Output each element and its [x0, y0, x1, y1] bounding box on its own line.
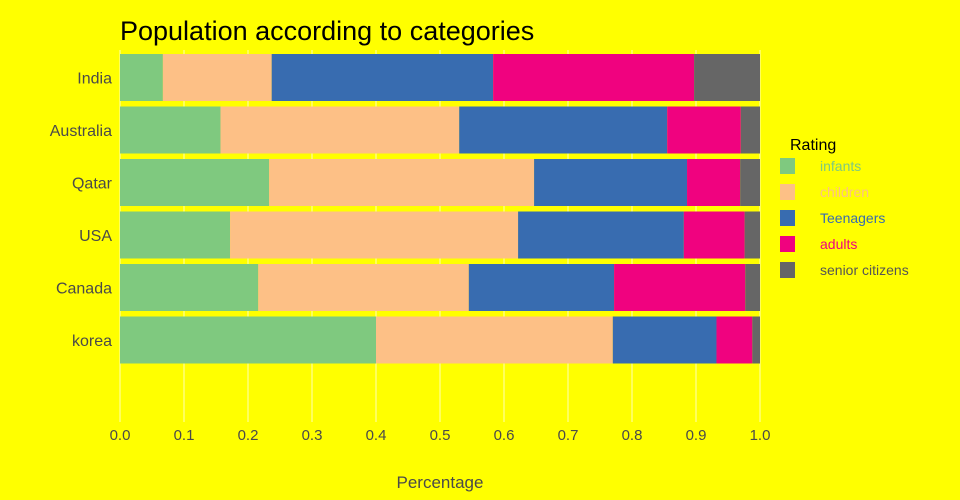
bar-children-qatar [269, 159, 535, 206]
bar-teenagers-canada [468, 264, 615, 311]
chart-title: Population according to categories [120, 16, 534, 46]
bar-children-australia [220, 106, 460, 154]
bar-teenagers-usa [518, 211, 684, 259]
bar-infants-qatar [120, 159, 270, 206]
legend-swatch [780, 210, 795, 226]
x-tick-label: 0.4 [366, 427, 387, 444]
legend-items: infants children Teenagers adults senior cit… [780, 158, 909, 278]
bar-senior-citizens-australia [740, 106, 760, 154]
legend-label: infants [820, 158, 861, 174]
bar-children-korea [376, 316, 613, 364]
x-tick-label: 0.3 [302, 427, 323, 444]
category-label: USA [79, 228, 112, 245]
bar-senior-citizens-korea [752, 316, 760, 364]
category-label: korea [72, 333, 112, 350]
bar-infants-korea [120, 316, 376, 364]
bar-senior-citizens-india [694, 54, 760, 101]
bar-senior-citizens-canada [745, 264, 760, 311]
legend-swatch [780, 262, 795, 278]
bar-adults-korea [716, 316, 753, 364]
category-label: Qatar [72, 176, 113, 193]
bar-teenagers-india [271, 54, 494, 101]
bar-senior-citizens-usa [744, 211, 760, 259]
bar-teenagers-australia [459, 106, 668, 154]
legend-label: adults [820, 236, 857, 252]
bar-adults-india [493, 54, 695, 101]
legend-swatch [780, 158, 795, 174]
category-label: Canada [56, 281, 112, 298]
bar-infants-australia [120, 106, 221, 154]
x-tick-label: 0.8 [622, 427, 643, 444]
x-tick-label: 0.7 [558, 427, 579, 444]
category-label: India [77, 71, 112, 88]
bar-infants-usa [120, 211, 231, 259]
bar-adults-canada [614, 264, 746, 311]
bars [120, 54, 760, 364]
x-tick-label: 0.6 [494, 427, 515, 444]
category-labels: India Australia Qatar USA Canada korea [50, 71, 113, 351]
x-tick-label: 0.5 [430, 427, 451, 444]
bar-adults-australia [667, 106, 741, 154]
legend-swatch [780, 184, 795, 200]
x-tick-label: 0.1 [174, 427, 195, 444]
legend-label: children [820, 184, 869, 200]
x-axis-title: Percentage [397, 473, 484, 492]
category-label: Australia [50, 123, 112, 140]
legend-title: Rating [790, 137, 836, 154]
legend-swatch [780, 236, 795, 252]
x-tick-label: 0.9 [686, 427, 707, 444]
bar-children-india [162, 54, 272, 101]
x-tick-labels: 0.0 0.1 0.2 0.3 0.4 0.5 0.6 0.7 0.8 0.9 1.0 [110, 427, 771, 444]
x-tick-label: 1.0 [750, 427, 771, 444]
bar-teenagers-qatar [534, 159, 688, 206]
legend: Rating infants children Teenagers adults sen… [780, 137, 909, 278]
bar-adults-usa [683, 211, 745, 259]
bar-children-canada [258, 264, 469, 311]
bar-adults-qatar [687, 159, 741, 206]
legend-label: Teenagers [820, 210, 885, 226]
bar-infants-india [120, 54, 163, 101]
bar-senior-citizens-qatar [740, 159, 760, 206]
x-tick-label: 0.2 [238, 427, 259, 444]
legend-label: senior citizens [820, 262, 909, 278]
bar-teenagers-korea [612, 316, 717, 364]
bar-children-usa [230, 211, 519, 259]
bar-infants-canada [120, 264, 259, 311]
x-tick-label: 0.0 [110, 427, 131, 444]
